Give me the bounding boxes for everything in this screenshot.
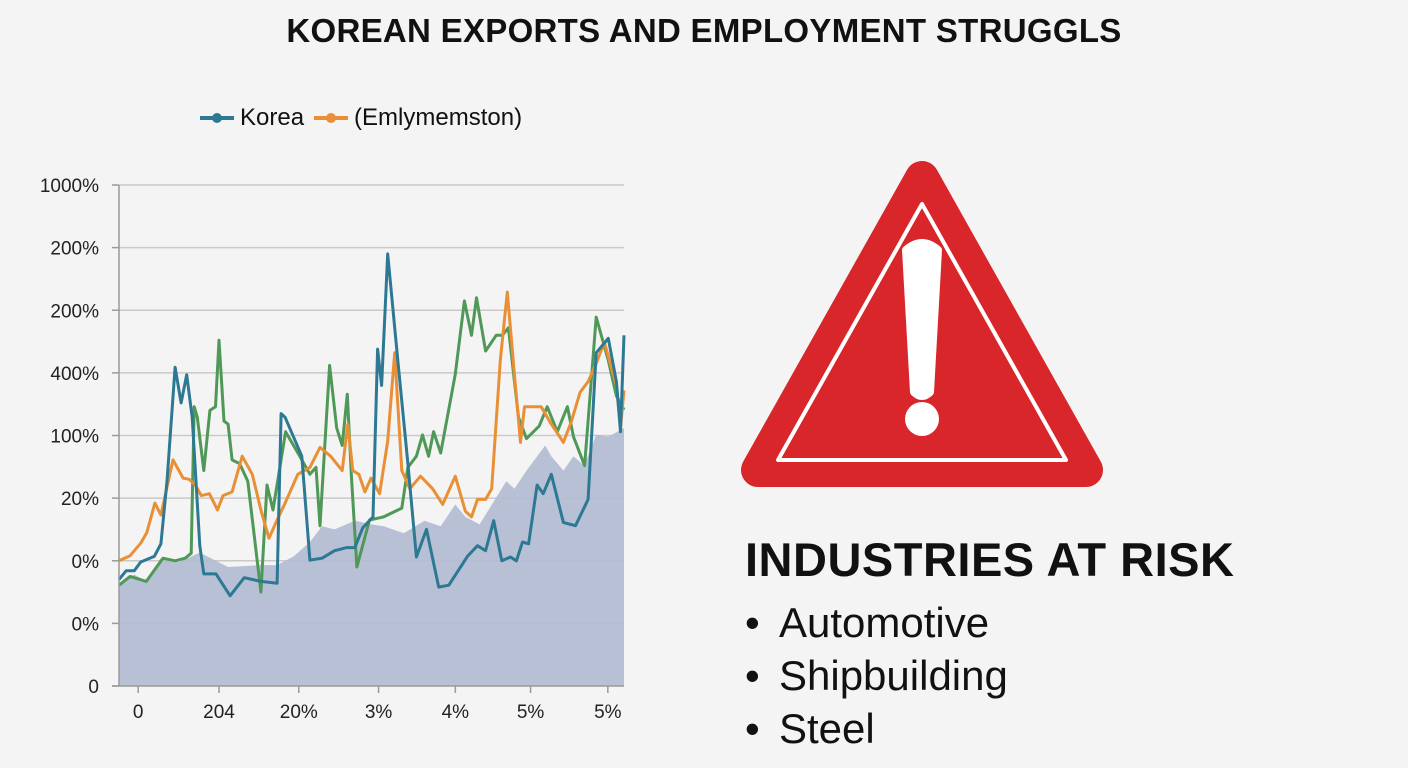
x-tick-label: 20% [280,702,318,723]
x-tick-label: 5% [594,702,622,723]
page-title: KOREAN EXPORTS AND EMPLOYMENT STRUGGLS [286,12,1122,49]
legend-item-korea: Korea [200,104,304,132]
legend-swatch-emlymemston [314,113,349,123]
legend-label-korea: Korea [240,104,305,131]
warning-triangle-inner-outline [776,202,1068,462]
industries-list: Automotive Shipbuilding Steel [745,596,1008,755]
warning-triangle-icon [741,161,1103,487]
legend-item-emlymemston: (Emlymemston) [314,104,522,132]
line-korea [117,252,626,598]
axes [112,184,624,693]
series-layer [117,252,626,686]
list-item: Automotive [745,596,1008,649]
y-tick-label: 200% [50,239,99,260]
exclamation-dot [905,402,939,436]
line-emlymemston [118,290,626,563]
y-tick-label: 0% [72,614,100,635]
y-tick-label: 1000% [40,176,99,197]
exclamation-bar [902,239,942,400]
x-tick-label: 204 [203,702,235,723]
x-tick-label: 4% [442,702,470,723]
legend-swatch-korea [200,113,234,123]
legend-label-emlymemston: (Emlymemston) [354,104,523,131]
y-tick-label: 20% [61,489,99,510]
y-tick-label: 0 [88,677,99,698]
x-tick-label: 0 [133,702,144,723]
y-tick-label: 200% [50,301,99,322]
y-tick-label: 0% [72,552,100,573]
list-item: Steel [745,702,1008,755]
tick-labels: 0 0% 0% 20% 100% 400% 200% 200% 1000% 0 204 20% 3% 4%… [40,176,622,723]
line-series-1 [118,296,626,594]
industries-at-risk-heading: INDUSTRIES AT RISK [745,533,1235,586]
x-tick-label: 3% [365,702,393,723]
y-tick-label: 400% [50,364,99,385]
area-series-0 [119,428,624,686]
x-tick-label: 5% [517,702,545,723]
chart-legend: Korea (Emlymemston) [200,104,522,132]
y-tick-label: 100% [50,427,99,448]
list-item: Shipbuilding [745,649,1008,702]
